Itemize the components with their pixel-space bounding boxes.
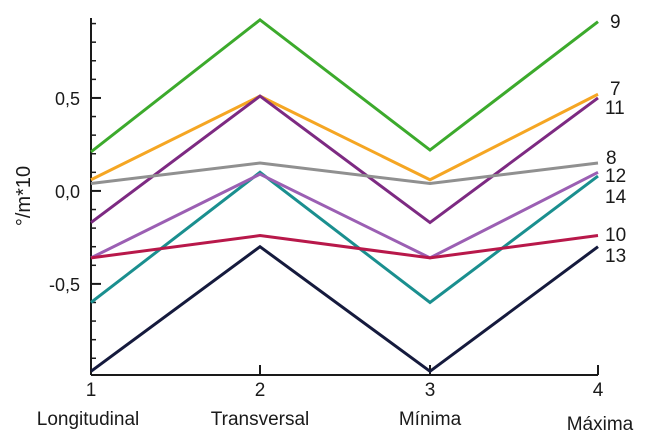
y-tick-label: 0,0 [55,182,80,202]
x-tick-label: 3 [425,380,436,401]
series-line-12 [90,170,599,305]
x-tick-label: 1 [86,380,97,401]
series-label-13: 13 [605,246,626,267]
series-line-7 [90,92,599,182]
series-lines [90,17,599,374]
axes [90,18,598,376]
y-tick-label: 0,5 [55,89,80,109]
series-label-12: 12 [605,166,626,187]
category-label: Transversal [211,409,310,430]
x-ticks: 1 Longitudinal 2 Transversal 3 Mínima 4 Máxima [37,365,634,435]
series-label-9: 9 [610,12,621,33]
y-tick-label: -0,5 [49,275,80,295]
series-line-13 [90,244,599,374]
y-ticks: 0,5 0,0 -0,5 [49,22,101,360]
category-label: Máxima [567,414,634,435]
series-line-10 [90,234,599,260]
series-label-10: 10 [605,225,626,246]
series-label-7: 7 [610,79,621,100]
series-label-11: 11 [605,98,625,119]
series-line-11 [90,94,599,225]
series-label-14: 14 [605,187,627,208]
category-label: Mínima [399,409,462,430]
x-tick-label: 4 [593,380,604,401]
x-tick-label: 2 [255,380,266,401]
series-label-8: 8 [606,148,617,169]
series-line-14 [90,170,599,260]
category-label: Longitudinal [37,409,139,430]
series-line-9 [90,17,599,154]
series-line-8 [90,161,599,185]
y-axis-label: °/m*10 [13,166,35,226]
